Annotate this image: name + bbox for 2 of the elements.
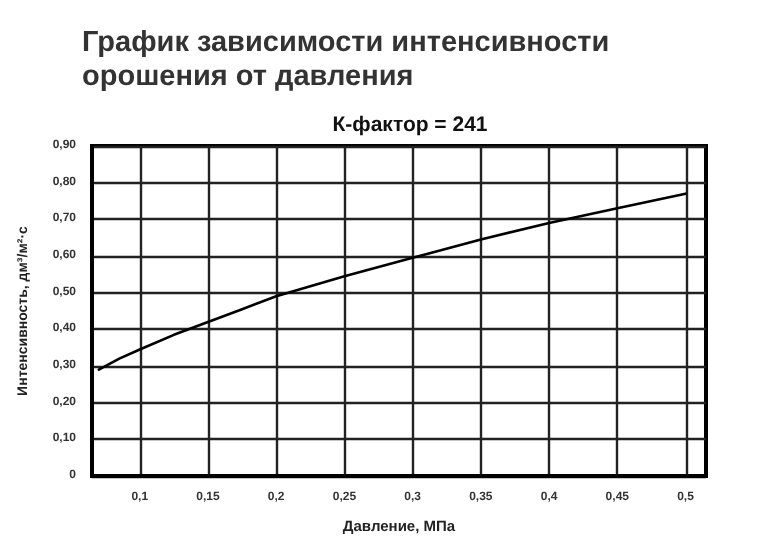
chart-subtitle: К-фактор = 241	[332, 113, 488, 137]
chart-title: График зависимости интенсивности орошения от давления	[82, 27, 610, 93]
